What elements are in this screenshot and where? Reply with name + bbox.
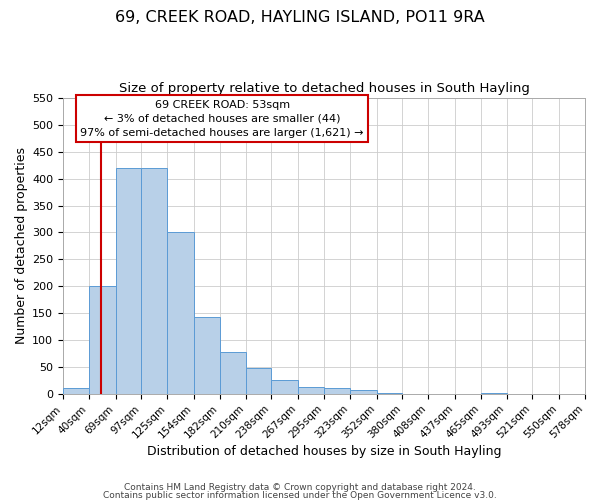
Text: 69, CREEK ROAD, HAYLING ISLAND, PO11 9RA: 69, CREEK ROAD, HAYLING ISLAND, PO11 9RA <box>115 10 485 25</box>
Bar <box>63 388 89 394</box>
Text: 69 CREEK ROAD: 53sqm
← 3% of detached houses are smaller (44)
97% of semi-detach: 69 CREEK ROAD: 53sqm ← 3% of detached ho… <box>80 100 364 138</box>
X-axis label: Distribution of detached houses by size in South Hayling: Distribution of detached houses by size … <box>147 444 501 458</box>
Bar <box>194 317 220 394</box>
Y-axis label: Number of detached properties: Number of detached properties <box>15 148 28 344</box>
Bar <box>298 388 324 394</box>
Bar <box>481 392 506 394</box>
Title: Size of property relative to detached houses in South Hayling: Size of property relative to detached ho… <box>119 82 529 96</box>
Bar <box>89 286 116 394</box>
Bar <box>350 390 377 394</box>
Text: Contains HM Land Registry data © Crown copyright and database right 2024.: Contains HM Land Registry data © Crown c… <box>124 484 476 492</box>
Text: Contains public sector information licensed under the Open Government Licence v3: Contains public sector information licen… <box>103 490 497 500</box>
Bar <box>116 168 142 394</box>
Bar <box>245 368 271 394</box>
Bar <box>167 232 194 394</box>
Bar <box>377 392 403 394</box>
Bar <box>324 388 350 394</box>
Bar <box>142 168 167 394</box>
Bar <box>271 380 298 394</box>
Bar <box>220 352 245 394</box>
